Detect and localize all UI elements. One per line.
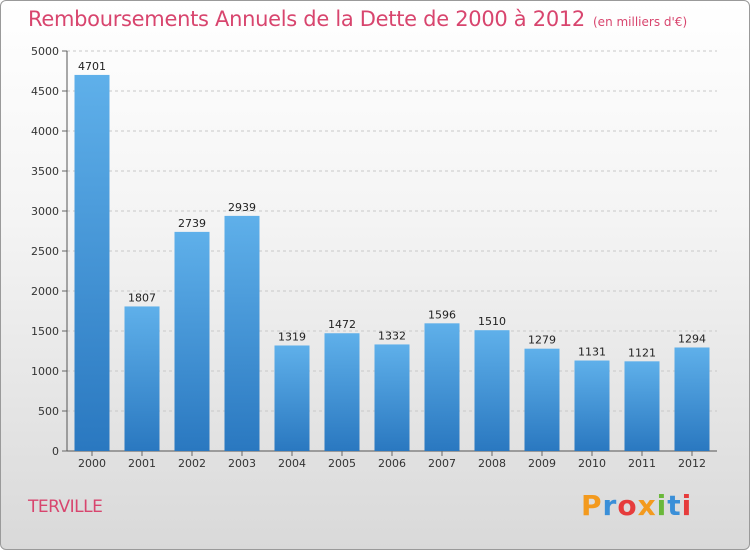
- value-label: 1279: [528, 334, 556, 347]
- value-label: 1319: [278, 330, 306, 343]
- bar-2008: [474, 330, 510, 451]
- bar-2012: [674, 347, 710, 451]
- x-tick-label: 2000: [78, 457, 106, 470]
- bar-2004: [274, 345, 310, 451]
- logo-letter: o: [617, 489, 638, 522]
- logo-letter: x: [637, 489, 657, 522]
- bar-2006: [374, 344, 410, 451]
- x-tick-label: 2003: [228, 457, 256, 470]
- bar-2007: [424, 323, 460, 451]
- bar-2000: [74, 74, 110, 452]
- value-label: 1121: [628, 346, 656, 359]
- x-tick-label: 2012: [678, 457, 706, 470]
- x-tick-label: 2002: [178, 457, 206, 470]
- value-label: 1472: [328, 318, 356, 331]
- bar-2002: [174, 231, 210, 451]
- bar-2011: [624, 361, 660, 451]
- y-tick-label: 5000: [31, 45, 59, 58]
- y-tick-label: 3000: [31, 205, 59, 218]
- value-label: 1294: [678, 332, 706, 345]
- x-tick-label: 2011: [628, 457, 656, 470]
- value-label: 1332: [378, 329, 406, 342]
- value-label: 2739: [178, 217, 206, 230]
- y-tick-label: 1000: [31, 365, 59, 378]
- y-tick-label: 3500: [31, 165, 59, 178]
- bar-2001: [124, 306, 160, 451]
- y-tick-label: 500: [38, 405, 59, 418]
- proxiti-logo: Proxiti: [581, 489, 692, 522]
- y-tick-label: 2000: [31, 285, 59, 298]
- x-tick-label: 2009: [528, 457, 556, 470]
- y-tick-label: 0: [52, 445, 59, 458]
- y-tick-label: 4000: [31, 125, 59, 138]
- y-tick-label: 1500: [31, 325, 59, 338]
- logo-letter: i: [681, 489, 693, 522]
- bar-2003: [224, 215, 260, 451]
- value-label: 1510: [478, 315, 506, 328]
- logo-letter: P: [581, 489, 603, 522]
- logo-letter: t: [667, 489, 682, 522]
- logo-letter: i: [656, 489, 668, 522]
- value-label: 4701: [78, 60, 106, 73]
- chart-title: Remboursements Annuels de la Dette de 20…: [28, 7, 687, 31]
- bar-2005: [324, 333, 360, 451]
- y-tick-label: 4500: [31, 85, 59, 98]
- bar-2009: [524, 348, 560, 451]
- chart-title-text: Remboursements Annuels de la Dette de 20…: [28, 7, 585, 31]
- value-label: 1131: [578, 346, 606, 359]
- value-label: 1807: [128, 291, 156, 304]
- bar-2010: [574, 360, 610, 451]
- x-tick-label: 2006: [378, 457, 406, 470]
- y-tick-label: 2500: [31, 245, 59, 258]
- value-label: 2939: [228, 201, 256, 214]
- value-label: 1596: [428, 308, 456, 321]
- x-tick-label: 2005: [328, 457, 356, 470]
- commune-name: TERVILLE: [28, 497, 103, 517]
- chart-subtitle: (en milliers d'€): [593, 15, 688, 29]
- logo-letter: r: [602, 489, 618, 522]
- x-tick-label: 2001: [128, 457, 156, 470]
- x-tick-label: 2007: [428, 457, 456, 470]
- x-tick-label: 2008: [478, 457, 506, 470]
- x-tick-label: 2004: [278, 457, 306, 470]
- x-tick-label: 2010: [578, 457, 606, 470]
